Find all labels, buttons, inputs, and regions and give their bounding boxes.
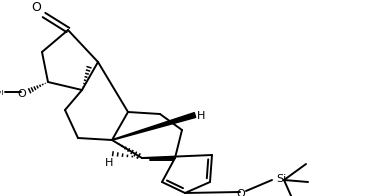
Text: methyl: methyl <box>0 90 4 96</box>
Text: H: H <box>105 158 113 168</box>
Text: O: O <box>237 189 246 196</box>
Text: O: O <box>17 89 26 99</box>
Text: Si: Si <box>276 174 286 184</box>
Text: H: H <box>197 111 205 121</box>
Polygon shape <box>112 113 196 140</box>
Text: O: O <box>31 1 41 14</box>
